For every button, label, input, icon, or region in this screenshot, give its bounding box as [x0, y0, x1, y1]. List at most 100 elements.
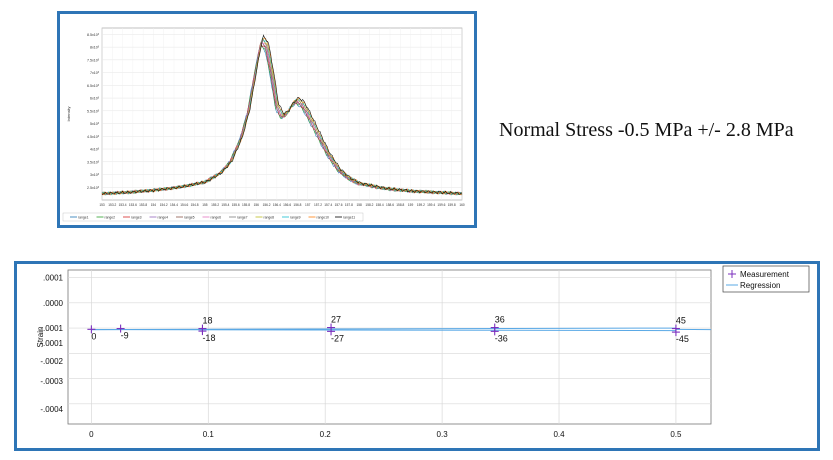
x-tick-label: 158.6	[386, 203, 394, 207]
data-label: 36	[495, 315, 505, 325]
x-tick-label: 159.4	[427, 203, 435, 207]
legend-box	[722, 265, 810, 293]
legend-box	[62, 212, 364, 222]
data-label: -18	[202, 333, 215, 343]
x-tick-label: 159.6	[437, 203, 445, 207]
strain-chart: .0001 .0000 -.0001 -.0001 -.0002 -.0003 -.0004…	[36, 265, 810, 439]
y-tick-label: 5x10³	[90, 122, 100, 126]
legend-label: range5	[184, 215, 195, 219]
y-tick-label: -.0004	[40, 405, 63, 414]
x-tick-label: 156	[254, 203, 260, 207]
y-tick-label: -.0001	[40, 324, 63, 333]
x-tick-label: 160	[459, 203, 465, 207]
x-tick-label: 156.6	[283, 203, 291, 207]
x-tick-label: 0	[89, 430, 94, 439]
measurement-point	[327, 327, 336, 336]
y-axis-label: Intensity	[66, 107, 71, 122]
y-tick-label: 7.5x10³	[87, 58, 100, 62]
x-tick-label: 155.2	[211, 203, 219, 207]
legend: Measurement Regression	[722, 265, 810, 293]
y-tick-label: 2.5x10³	[87, 186, 100, 190]
data-label: -45	[676, 334, 689, 344]
data-label: 0	[91, 331, 96, 341]
plot-area	[67, 269, 712, 425]
y-tick-label: 6.5x10³	[87, 84, 100, 88]
data-label: -9	[121, 331, 129, 341]
diffraction-chart: 2.5x10³ 3x10³ 3.5x10³ 4x10³ 4.5x10³ 5x10³ 5.5x…	[62, 27, 465, 222]
x-tick-label: 155	[202, 203, 208, 207]
measurement-point	[490, 327, 499, 336]
x-tick-label: 0.3	[437, 430, 449, 439]
x-tick-label: 0.1	[203, 430, 215, 439]
data-label: 27	[331, 315, 341, 325]
x-tick-label: 0.2	[320, 430, 332, 439]
diffraction-chart-frame: 2.5x10³ 3x10³ 3.5x10³ 4x10³ 4.5x10³ 5x10³ 5.5x…	[57, 11, 477, 228]
y-tick-label: 7x10³	[90, 71, 100, 75]
y-tick-label: 4.5x10³	[87, 135, 100, 139]
x-tick-label: 154.4	[170, 203, 178, 207]
measurement-point	[116, 324, 125, 333]
x-tick-label: 153	[99, 203, 105, 207]
x-tick-label: 153.2	[108, 203, 116, 207]
normal-stress-annotation: Normal Stress -0.5 MPa +/- 2.8 MPa	[499, 119, 794, 141]
x-tick-label: 155.8	[242, 203, 250, 207]
legend-label: range7	[237, 215, 248, 219]
legend-label: range4	[158, 215, 169, 219]
x-tick-label: 153.4	[119, 203, 127, 207]
legend-label: Measurement	[740, 270, 790, 279]
x-tick-label: 158.2	[365, 203, 373, 207]
y-tick-label: .0000	[43, 299, 64, 308]
y-tick-label: 6x10³	[90, 97, 100, 101]
data-label: 45	[676, 316, 686, 326]
x-tick-label: 159.2	[417, 203, 425, 207]
legend-label: range11	[343, 215, 355, 219]
legend-label: range3	[131, 215, 142, 219]
x-tick-label: 157.8	[345, 203, 353, 207]
strain-chart-frame: .0001 .0000 -.0001 -.0001 -.0002 -.0003 -.0004…	[14, 261, 820, 451]
x-tick-label: 154.2	[160, 203, 168, 207]
x-tick-label: 156.2	[263, 203, 271, 207]
legend-label: range9	[290, 215, 301, 219]
series-line-range11	[101, 34, 463, 196]
x-tick-label: 157	[305, 203, 311, 207]
y-tick-label: -.0001	[40, 339, 63, 348]
x-tick-label: 0.5	[670, 430, 682, 439]
x-tick-label: 155.4	[221, 203, 229, 207]
legend-label: range6	[211, 215, 222, 219]
legend-label: Regression	[740, 281, 780, 290]
x-tick-label: 0.4	[553, 430, 565, 439]
regression-line	[91, 329, 676, 332]
y-tick-label: 3.5x10³	[87, 160, 100, 164]
x-tick-label: 157.2	[314, 203, 322, 207]
x-tick-label: 153.8	[139, 203, 147, 207]
legend-label: range1	[78, 215, 89, 219]
y-tick-label: 8x10³	[90, 46, 100, 50]
y-axis-label: Strain	[36, 327, 45, 348]
data-label: -27	[331, 333, 344, 343]
y-tick-label: 4x10³	[90, 148, 100, 152]
legend: range1 range2 range3 range4 range5 range6 rang…	[70, 215, 355, 219]
data-label: 18	[202, 316, 212, 326]
y-tick-label: 5.5x10³	[87, 109, 100, 113]
y-tick-label: -.0003	[40, 377, 63, 386]
x-tick-label: 157.4	[324, 203, 332, 207]
x-tick-label: 158	[356, 203, 362, 207]
legend-label: range2	[105, 215, 116, 219]
x-tick-label: 158.4	[376, 203, 384, 207]
x-tick-label: 154.6	[180, 203, 188, 207]
x-tick-label: 154.8	[191, 203, 199, 207]
y-tick-label: .0001	[43, 274, 64, 283]
x-tick-label: 157.6	[335, 203, 343, 207]
y-tick-label: 3x10³	[90, 173, 100, 177]
data-label: -36	[495, 333, 508, 343]
y-tick-label: 8.5x10³	[87, 33, 100, 37]
measurement-point	[87, 325, 96, 334]
legend-label: range8	[264, 215, 275, 219]
x-tick-label: 153.6	[129, 203, 137, 207]
x-tick-label: 155.6	[232, 203, 240, 207]
x-tick-label: 156.8	[293, 203, 301, 207]
measurement-point	[671, 328, 680, 337]
x-tick-label: 159.8	[448, 203, 456, 207]
x-tick-label: 158.8	[396, 203, 404, 207]
x-tick-label: 159	[408, 203, 414, 207]
